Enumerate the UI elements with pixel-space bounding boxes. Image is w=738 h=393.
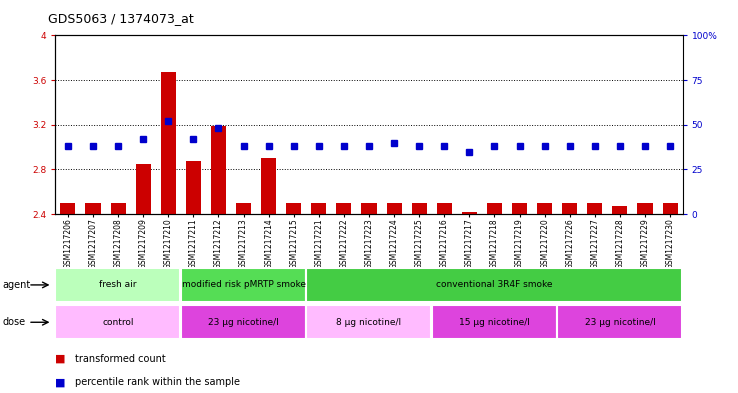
Bar (613, 206, 627, 214)
Text: modified risk pMRTP smoke: modified risk pMRTP smoke (182, 281, 306, 289)
Bar (311, 203, 326, 214)
Bar (236, 203, 251, 214)
Bar (86, 203, 100, 214)
Text: agent: agent (2, 280, 30, 290)
Bar (587, 203, 602, 214)
Text: 8 μg nicotine/l: 8 μg nicotine/l (337, 318, 401, 327)
Bar (562, 203, 577, 214)
Text: 23 μg nicotine/l: 23 μg nicotine/l (208, 318, 279, 327)
Bar (432, 305, 556, 339)
Bar (181, 268, 306, 302)
Bar (111, 203, 125, 214)
Bar (387, 203, 401, 214)
Bar (181, 305, 306, 339)
Bar (55, 305, 180, 339)
Bar (512, 203, 527, 214)
Bar (306, 305, 431, 339)
Bar (61, 203, 75, 214)
Text: fresh air: fresh air (100, 281, 137, 289)
Text: 23 μg nicotine/l: 23 μg nicotine/l (584, 318, 655, 327)
Text: control: control (103, 318, 134, 327)
Bar (437, 203, 452, 214)
Text: ■: ■ (55, 377, 69, 387)
Bar (638, 203, 652, 214)
Text: dose: dose (2, 317, 25, 327)
Text: percentile rank within the sample: percentile rank within the sample (75, 377, 241, 387)
Bar (55, 268, 180, 302)
Bar (537, 203, 552, 214)
Bar (557, 305, 682, 339)
Bar (136, 164, 151, 214)
Text: GDS5063 / 1374073_at: GDS5063 / 1374073_at (48, 12, 193, 25)
Bar (362, 203, 376, 214)
Bar (286, 203, 301, 214)
Bar (306, 268, 682, 302)
Text: 15 μg nicotine/l: 15 μg nicotine/l (459, 318, 530, 327)
Bar (211, 126, 226, 214)
Bar (186, 160, 201, 214)
Text: ■: ■ (55, 354, 69, 364)
Bar (663, 203, 677, 214)
Bar (412, 203, 427, 214)
Bar (337, 203, 351, 214)
Bar (161, 72, 176, 214)
Bar (261, 158, 276, 214)
Text: conventional 3R4F smoke: conventional 3R4F smoke (436, 281, 553, 289)
Bar (487, 203, 502, 214)
Bar (462, 212, 477, 214)
Text: transformed count: transformed count (75, 354, 166, 364)
